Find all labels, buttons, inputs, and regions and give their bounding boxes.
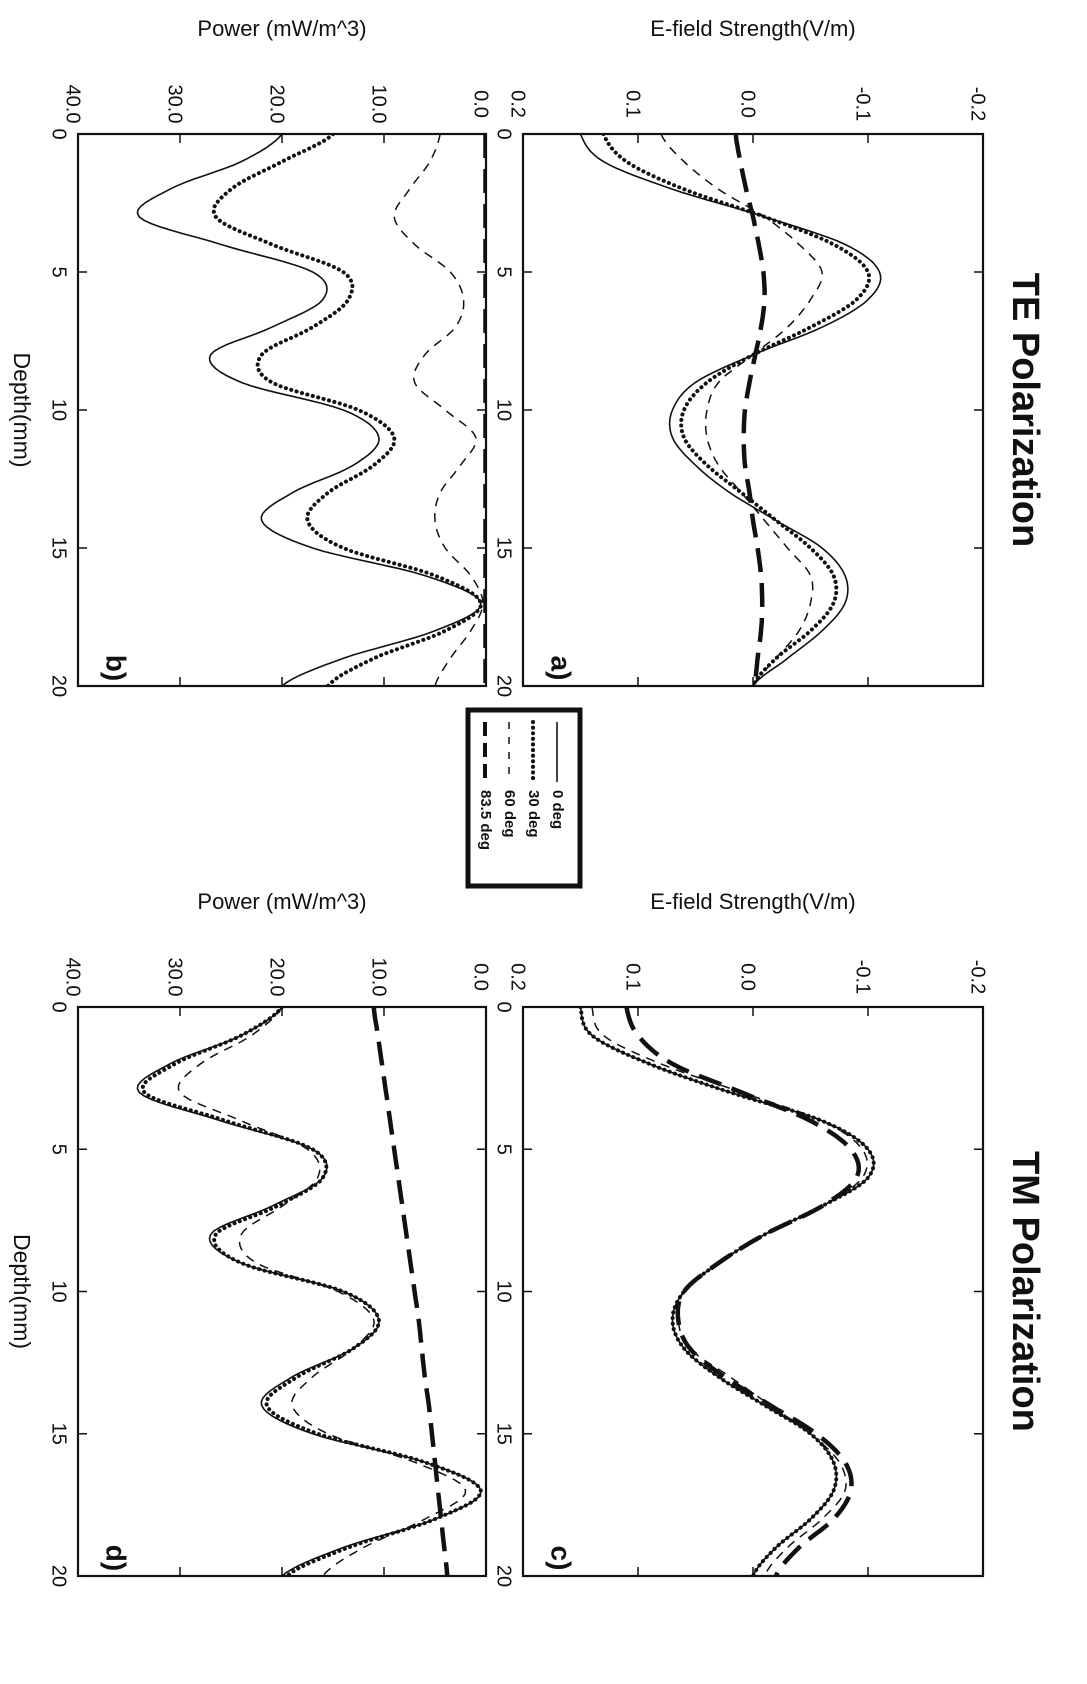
- value-tick-label: 0.1: [622, 963, 644, 991]
- panel-label: a): [546, 656, 577, 681]
- panel-label: b): [101, 655, 132, 681]
- series-line-solid-thin: [137, 1007, 481, 1576]
- depth-tick-label: 10: [493, 399, 515, 421]
- chart-panel-c: -0.2 -0.1 0.0 0.1 0.2 0 5 10 15 20 E-field Strengt…: [493, 889, 1046, 1587]
- value-tick-label: 0.2: [507, 963, 529, 991]
- series-line-dashed-thin: [178, 1007, 465, 1576]
- depth-tick-label: 15: [493, 537, 515, 559]
- panel-label: c): [546, 1546, 577, 1571]
- legend-label: 30 deg: [525, 790, 542, 838]
- depth-tick-label: 10: [48, 399, 70, 421]
- value-tick-label: 40.0: [62, 85, 84, 124]
- depth-tick-label: 10: [48, 1280, 70, 1302]
- series-group: [581, 134, 881, 686]
- depth-tick-label: 20: [48, 1565, 70, 1587]
- value-tick-label: -0.1: [852, 87, 874, 121]
- value-axis-title: Power (mW/m^3): [197, 889, 366, 914]
- depth-tick-label: 0: [48, 1001, 70, 1012]
- panel-label: d): [101, 1545, 132, 1571]
- value-axis-title: E-field Strength(V/m): [650, 16, 855, 41]
- depth-tick-label: 5: [493, 1144, 515, 1155]
- series-line-dotted-thick: [604, 134, 870, 686]
- depth-tick-label: 20: [493, 675, 515, 697]
- depth-tick-label: 20: [48, 675, 70, 697]
- value-tick-label: -0.2: [967, 960, 989, 994]
- section-title: TE Polarization: [1004, 273, 1046, 547]
- series-line-dotted-thick: [143, 1007, 481, 1576]
- legend: 0 deg 30 deg 60 deg 83.5 deg: [468, 710, 580, 886]
- legend-label: 83.5 deg: [477, 790, 494, 850]
- value-tick-label: 0.0: [470, 90, 492, 118]
- value-tick-label: 30.0: [164, 958, 186, 997]
- depth-tick-label: 15: [48, 1423, 70, 1445]
- series-line-solid-thin: [137, 134, 481, 686]
- value-tick-label: 40.0: [62, 958, 84, 997]
- series-group: [137, 134, 485, 686]
- series-group: [137, 1007, 481, 1576]
- value-tick-label: 10.0: [368, 85, 390, 124]
- depth-axis-title: Depth(mm): [9, 352, 35, 467]
- value-axis-title: Power (mW/m^3): [197, 16, 366, 41]
- legend-label: 0 deg: [549, 790, 566, 829]
- series-line-dashed-thick: [736, 134, 765, 686]
- value-tick-label: -0.1: [852, 960, 874, 994]
- chart-panel-b: 0.0 10.0 20.0 30.0 40.0 0 5 10 15 20 Power (mW/m^3…: [9, 16, 492, 697]
- value-axis-title: E-field Strength(V/m): [650, 889, 855, 914]
- legend-label: 60 deg: [501, 790, 518, 838]
- value-tick-label: -0.2: [967, 87, 989, 121]
- depth-tick-label: 5: [48, 266, 70, 277]
- depth-tick-label: 15: [48, 537, 70, 559]
- series-line-dotted-thick: [214, 134, 481, 686]
- series-line-dashed-thin: [394, 134, 483, 686]
- depth-tick-label: 0: [493, 128, 515, 139]
- depth-tick-label: 10: [493, 1280, 515, 1302]
- depth-axis-title: Depth(mm): [9, 1234, 35, 1349]
- series-line-dashed-thick: [627, 1007, 859, 1576]
- chart-panel-a: -0.2 -0.1 0.0 0.1 0.2 0 5 10 15 20 E-field Strengt…: [493, 16, 1046, 697]
- value-tick-label: 10.0: [368, 958, 390, 997]
- series-line-solid-thin: [581, 134, 881, 686]
- depth-tick-label: 15: [493, 1423, 515, 1445]
- value-tick-label: 0.0: [470, 963, 492, 991]
- series-line-dashed-thick: [374, 1007, 447, 1576]
- value-tick-label: 0.2: [507, 90, 529, 118]
- depth-tick-label: 20: [493, 1565, 515, 1587]
- section-title: TM Polarization: [1004, 1151, 1046, 1432]
- series-group: [581, 1007, 874, 1576]
- plot-frame: [523, 1007, 983, 1576]
- value-tick-label: 20.0: [266, 958, 288, 997]
- value-tick-label: 0.0: [737, 963, 759, 991]
- value-tick-label: 30.0: [164, 85, 186, 124]
- value-tick-label: 20.0: [266, 85, 288, 124]
- depth-tick-label: 0: [493, 1001, 515, 1012]
- depth-tick-label: 5: [48, 1144, 70, 1155]
- chart-panel-d: 0.0 10.0 20.0 30.0 40.0 0 5 10 15 20 Power (mW/m^3…: [9, 889, 492, 1587]
- depth-tick-label: 0: [48, 128, 70, 139]
- value-tick-label: 0.0: [737, 90, 759, 118]
- series-line-dotted-thick: [581, 1007, 874, 1576]
- value-tick-label: 0.1: [622, 90, 644, 118]
- depth-tick-label: 5: [493, 266, 515, 277]
